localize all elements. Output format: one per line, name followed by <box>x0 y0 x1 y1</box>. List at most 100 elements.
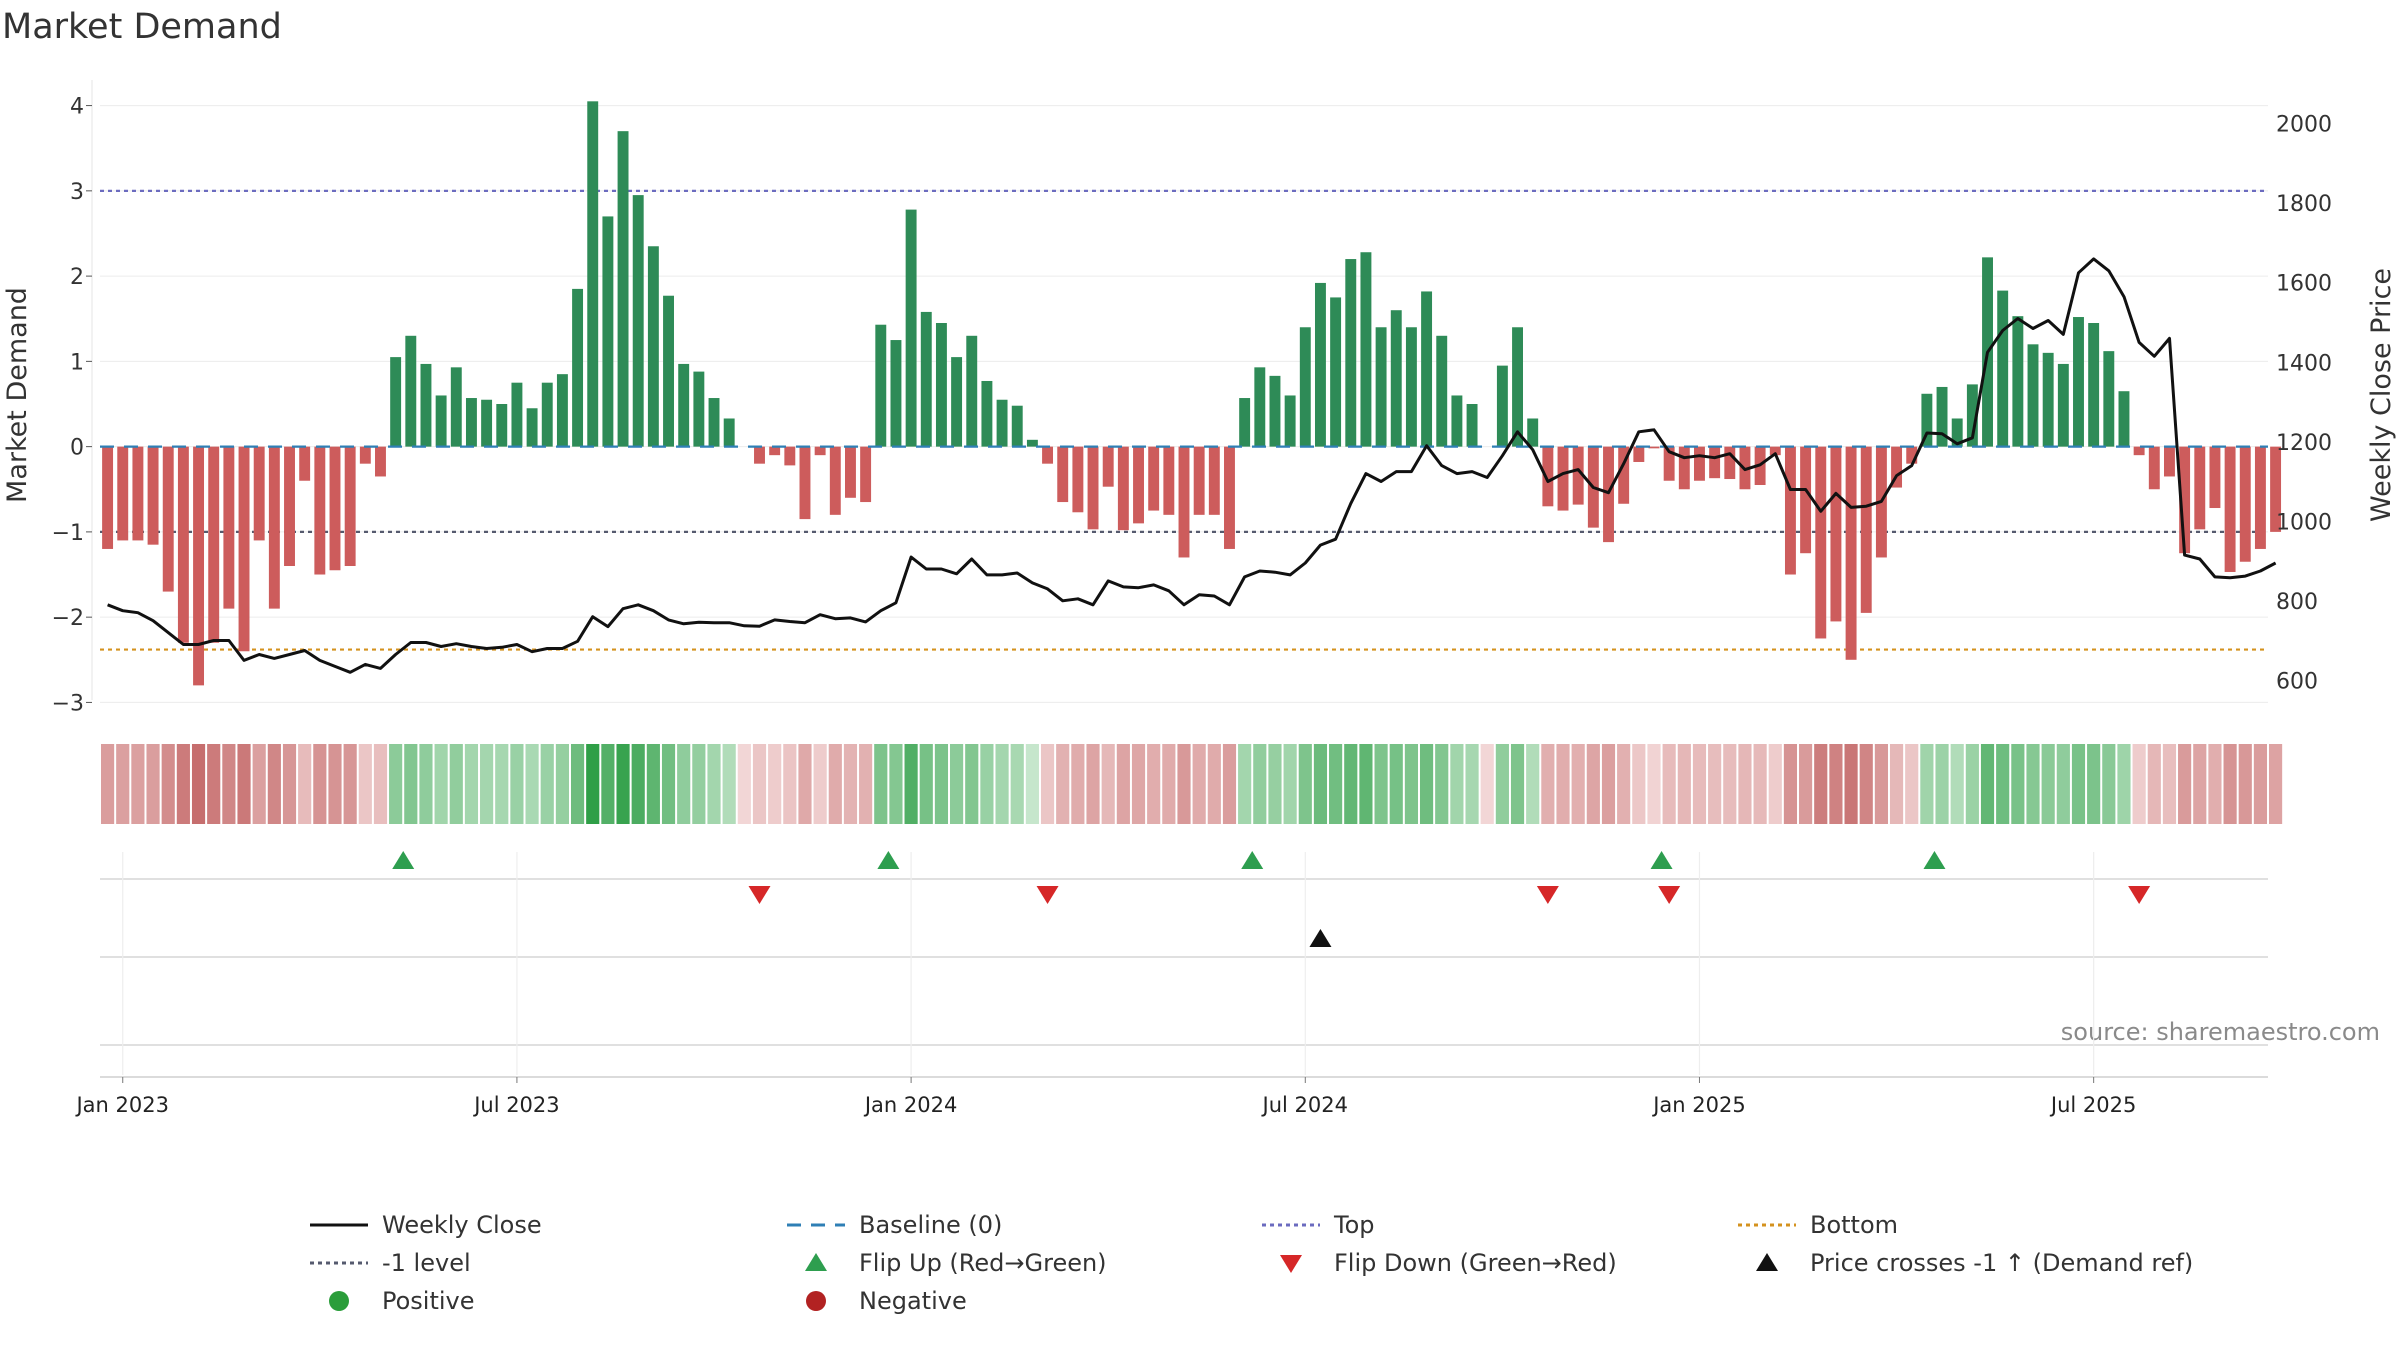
demand-bar <box>587 101 599 447</box>
demand-bar <box>1678 446 1690 490</box>
heat-cell <box>282 744 297 824</box>
demand-bar <box>1936 386 1948 447</box>
heat-cell <box>1450 744 1464 824</box>
demand-bar <box>314 446 326 575</box>
heat-cell <box>904 744 918 824</box>
heat-cell <box>2162 744 2177 824</box>
heat-cell <box>1162 744 1176 824</box>
demand-bar <box>375 446 386 477</box>
demand-bar <box>1117 446 1129 531</box>
demand-bar <box>2148 446 2160 490</box>
demand-bar <box>1148 446 1160 511</box>
demand-bar <box>663 295 674 447</box>
demand-bar <box>420 363 432 447</box>
y-axis-ticks: 4 3 2 1 0 −1 −2 −3 2000 1800 1600 1400 1200 1000 800 60… <box>52 95 2332 717</box>
demand-bar <box>2118 391 2130 447</box>
demand-bar <box>723 418 735 447</box>
heat-cell <box>2041 744 2055 824</box>
source-credit: source: sharemaestro.com <box>2061 1018 2380 1046</box>
heat-cell <box>1889 744 1904 824</box>
legend-item-flip_up: Flip Up (Red→Green) <box>805 1249 1107 1277</box>
heat-cell <box>1844 744 1858 824</box>
demand-bar <box>981 380 993 447</box>
heat-cell <box>1040 744 1055 824</box>
date-tick-label: Jan 2024 <box>863 1093 958 1117</box>
heat-cell <box>191 744 206 824</box>
demand-bar <box>1390 310 1402 447</box>
heat-cell <box>601 744 615 824</box>
heat-cell <box>510 744 524 824</box>
heat-cell <box>874 744 888 824</box>
heat-cell <box>828 744 842 824</box>
heat-cell <box>1799 744 1813 824</box>
heat-cell <box>267 744 281 824</box>
heat-cell <box>419 744 433 824</box>
demand-bar <box>829 446 841 515</box>
heat-cell <box>1829 744 1843 824</box>
legend-label: Positive <box>382 1287 475 1315</box>
heat-cell <box>2102 744 2116 824</box>
demand-bar <box>238 446 250 652</box>
heat-cell <box>1177 744 1191 824</box>
heat-cell <box>1814 744 1828 824</box>
heat-cell <box>1662 744 1676 824</box>
heat-cell <box>1677 744 1691 824</box>
heat-cell <box>328 744 342 824</box>
heat-cell <box>449 744 463 824</box>
heat-cell <box>555 744 569 824</box>
heat-cell <box>692 744 706 824</box>
demand-bar <box>1436 335 1448 447</box>
heat-cell <box>1435 744 1449 824</box>
heat-cell <box>1389 744 1403 824</box>
heat-cell <box>1238 744 1252 824</box>
demand-bar <box>2270 446 2282 532</box>
legend-item-baseline: Baseline (0) <box>787 1211 1002 1239</box>
heat-cell <box>1056 744 1070 824</box>
heat-cell <box>631 744 645 824</box>
flip-down-marker <box>2128 886 2151 904</box>
heat-cell <box>1283 744 1297 824</box>
heat-cell <box>373 744 388 824</box>
heat-cell <box>1131 744 1146 824</box>
heat-cell <box>2238 744 2252 824</box>
legend-label: Price crosses -1 ↑ (Demand ref) <box>1810 1249 2193 1277</box>
heat-cell <box>2011 744 2025 824</box>
heat-cell <box>1374 744 1388 824</box>
date-tick-label: Jan 2023 <box>74 1093 169 1117</box>
heat-cell <box>2117 744 2131 824</box>
demand-bar <box>284 446 295 566</box>
demand-bar <box>1421 291 1433 447</box>
demand-bar <box>1618 446 1630 504</box>
demand-bar <box>435 395 447 447</box>
demand-bar <box>1026 439 1038 447</box>
heat-cell <box>859 744 873 824</box>
legend-label: Baseline (0) <box>859 1211 1002 1239</box>
heat-cell <box>813 744 827 824</box>
y-right-tick-label: 800 <box>2276 590 2318 615</box>
demand-bar <box>2209 446 2221 509</box>
y-left-tick-label: 3 <box>70 180 84 205</box>
heat-cell <box>1465 744 1479 824</box>
y-right-tick-label: 600 <box>2276 669 2318 694</box>
demand-bar <box>1921 393 1933 447</box>
heat-cell <box>1268 744 1282 824</box>
heat-cell <box>1768 744 1782 824</box>
demand-bar <box>905 209 917 447</box>
y-left-tick-label: −3 <box>52 691 84 716</box>
legend-swatch <box>805 1253 827 1271</box>
flip-down-marker <box>1536 886 1559 904</box>
demand-bar <box>1224 446 1235 549</box>
heat-cell <box>919 744 933 824</box>
demand-bar <box>1997 290 2009 447</box>
flip-up-marker <box>1923 851 1946 869</box>
legend-swatch <box>806 1291 826 1311</box>
heat-cell <box>480 744 494 824</box>
heat-cell <box>1480 744 1494 824</box>
legend-label: Weekly Close <box>382 1211 542 1239</box>
heat-cell <box>1586 744 1600 824</box>
demand-bar <box>1087 446 1099 530</box>
demand-bar <box>1330 297 1342 447</box>
legend-swatch <box>1756 1253 1778 1271</box>
demand-bar <box>996 399 1008 447</box>
legend-item-minus_one: -1 level <box>310 1249 471 1277</box>
